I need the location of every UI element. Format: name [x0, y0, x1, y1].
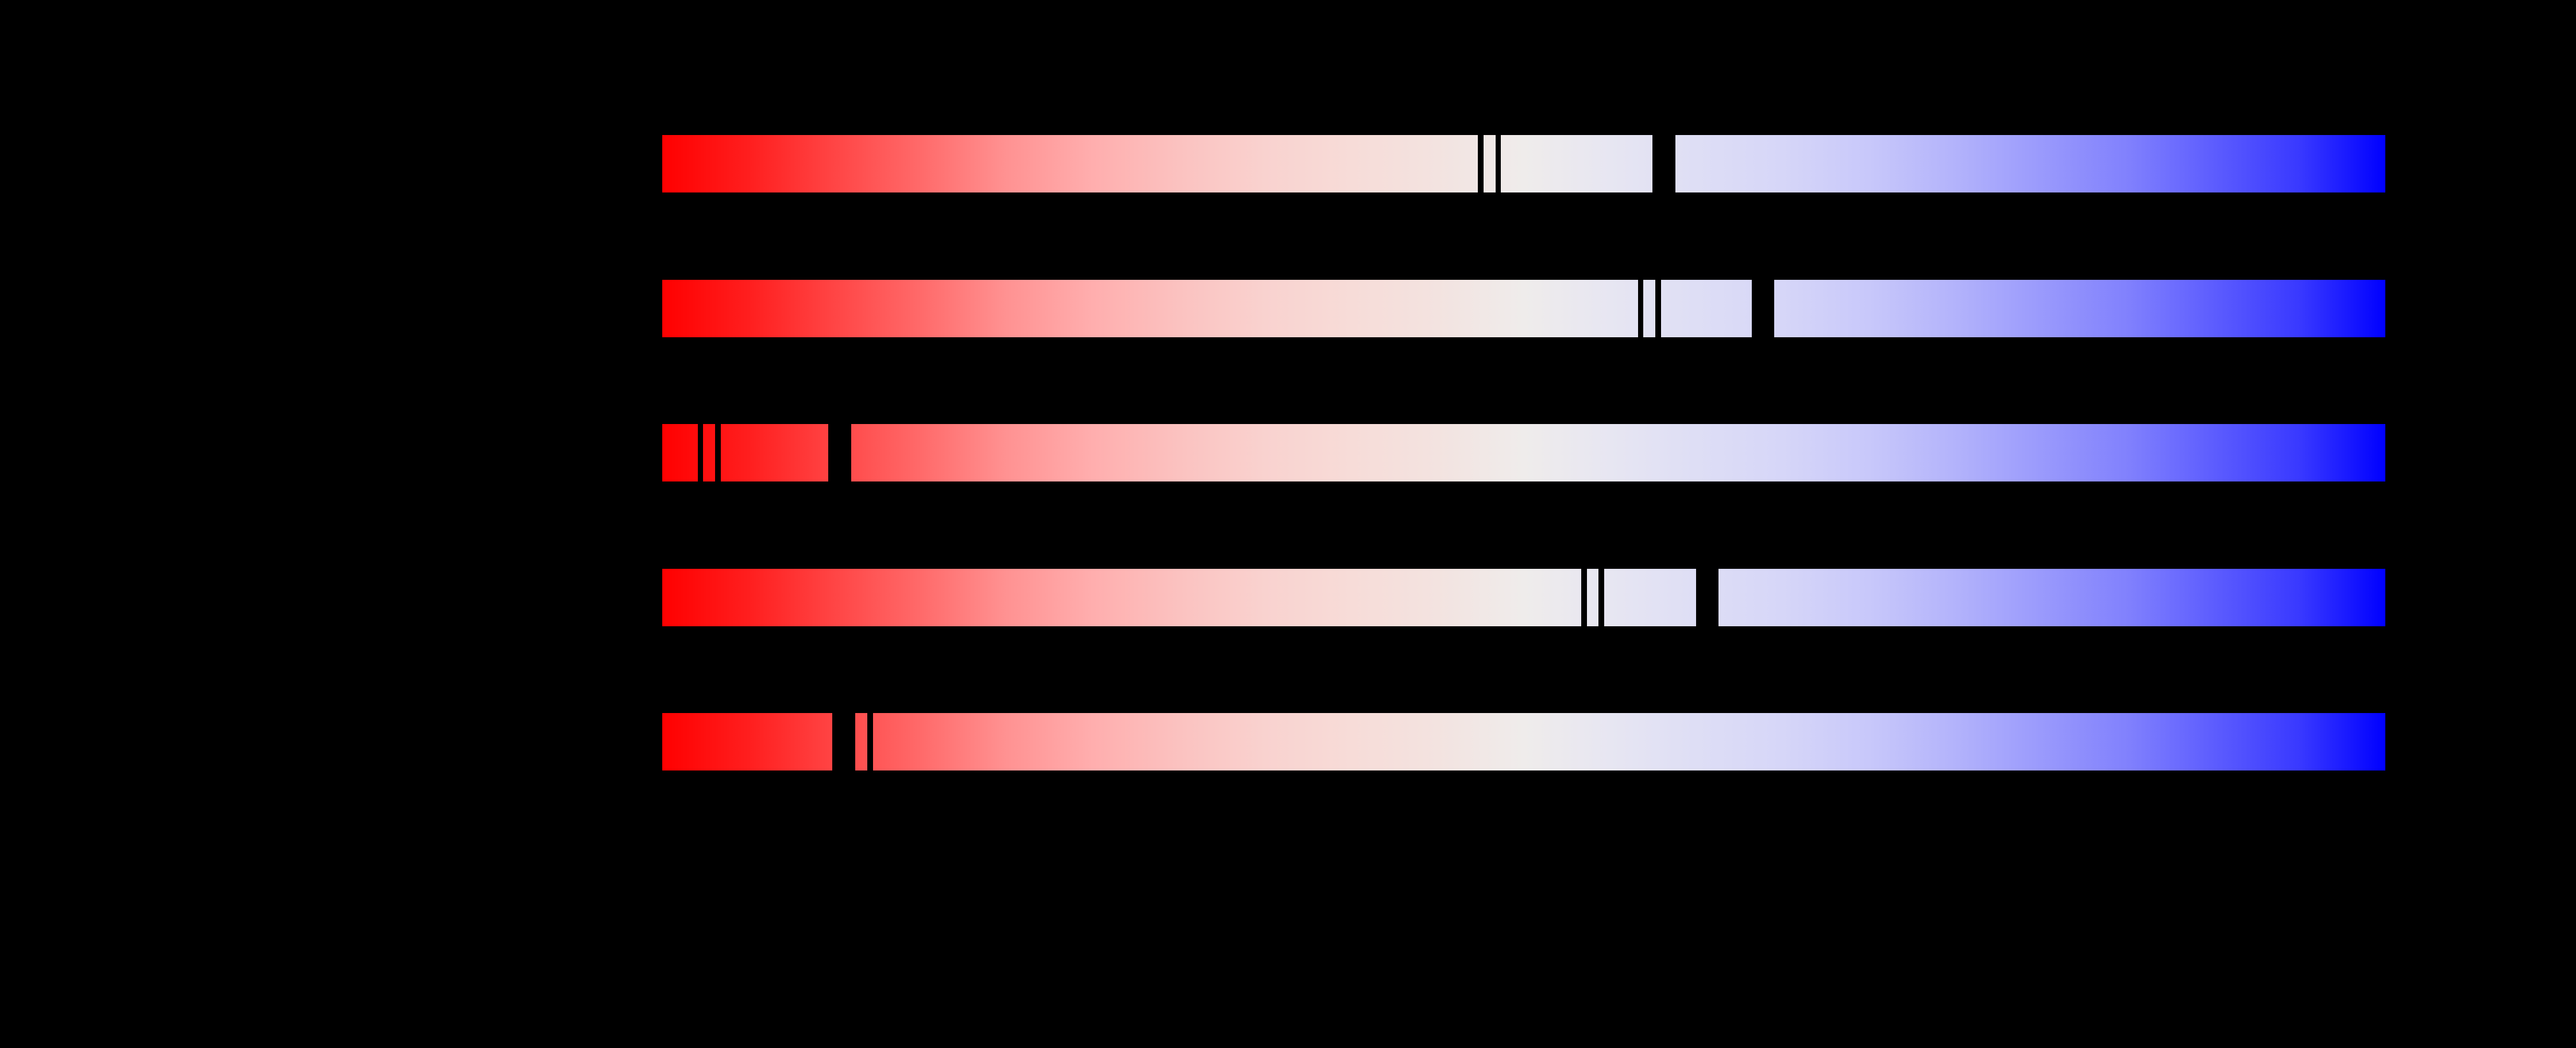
thin-quantile-tick: [715, 424, 721, 481]
thin-quantile-tick: [1598, 569, 1605, 626]
gradient-strip-row-1: [662, 135, 2385, 192]
thin-quantile-tick: [1581, 569, 1588, 626]
gradient-strip-row-2: [662, 280, 2385, 337]
wide-quantile-tick: [828, 424, 852, 481]
thin-quantile-tick: [1655, 280, 1662, 337]
thin-quantile-tick: [698, 424, 704, 481]
thin-quantile-tick: [867, 713, 873, 770]
wide-quantile-tick: [1696, 569, 1718, 626]
gradient-strip-row-3: [662, 424, 2385, 481]
wide-quantile-tick: [1751, 280, 1774, 337]
gradient-strip-row-5: [662, 713, 2385, 770]
thin-quantile-tick: [1637, 280, 1643, 337]
gradient-strip-row-4: [662, 569, 2385, 626]
wide-quantile-tick: [1652, 135, 1675, 192]
thin-quantile-tick: [1477, 135, 1484, 192]
wide-quantile-tick: [832, 713, 855, 770]
thin-quantile-tick: [1496, 135, 1501, 192]
